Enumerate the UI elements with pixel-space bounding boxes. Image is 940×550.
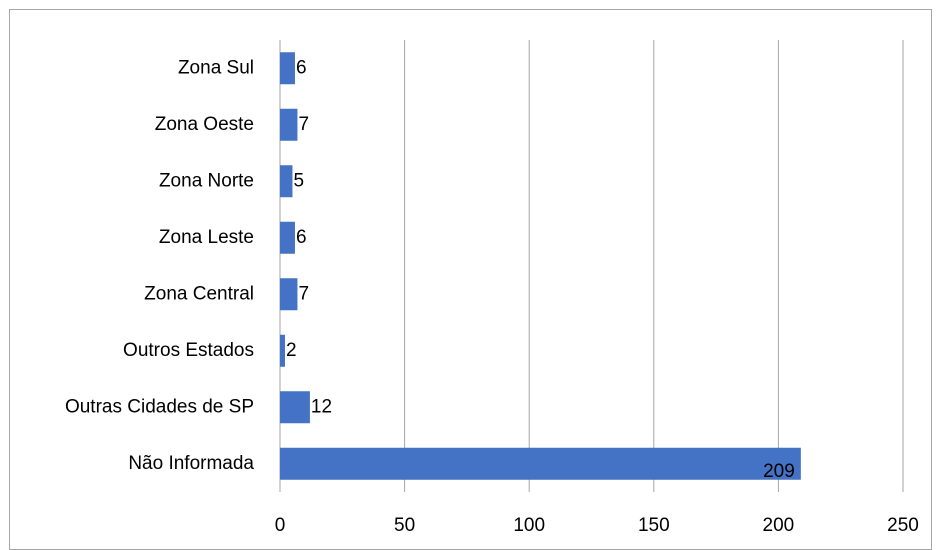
x-tick-label: 0 [275, 515, 286, 536]
y-tick-label: Não Informada [128, 453, 254, 474]
y-tick-label: Zona Sul [178, 57, 254, 78]
data-label: 6 [296, 227, 307, 248]
bar [280, 221, 295, 254]
data-label: 7 [298, 114, 309, 135]
y-tick-label: Outros Estados [123, 340, 254, 361]
bar [280, 278, 298, 311]
y-tick-label: Zona Leste [159, 227, 254, 248]
bar [280, 52, 295, 85]
x-tick-label: 200 [763, 515, 795, 536]
data-label: 6 [296, 57, 307, 78]
data-label: 12 [311, 396, 332, 417]
data-label: 5 [293, 170, 304, 191]
bar [280, 447, 801, 480]
y-tick-label: Outras Cidades de SP [65, 396, 254, 417]
data-label: 7 [298, 283, 309, 304]
data-label: 2 [286, 340, 297, 361]
y-tick-label: Zona Oeste [155, 114, 254, 135]
data-label: 209 [763, 461, 795, 482]
x-tick-label: 100 [513, 515, 545, 536]
y-tick-label: Zona Norte [159, 170, 254, 191]
bar [280, 334, 285, 367]
bar [280, 391, 310, 424]
bar [280, 165, 293, 198]
x-tick-label: 150 [638, 515, 670, 536]
bar [280, 108, 298, 141]
x-tick-label: 250 [887, 515, 919, 536]
x-tick-label: 50 [394, 515, 415, 536]
y-tick-label: Zona Central [144, 283, 254, 304]
